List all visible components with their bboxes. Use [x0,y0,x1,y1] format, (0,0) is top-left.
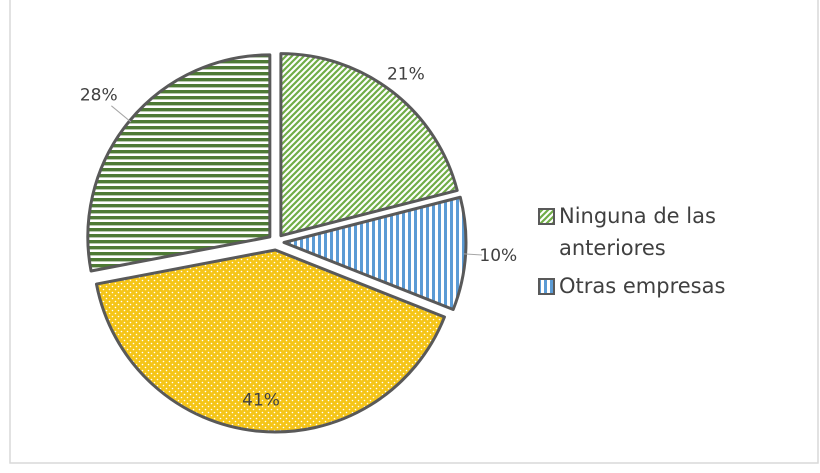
data-label: 10% [479,246,517,266]
chart-frame [9,0,819,464]
data-label: 28% [80,85,118,105]
legend-entry: Ninguna de las anteriores [538,200,778,264]
data-label: 41% [242,390,280,410]
pie-slice [94,248,446,434]
legend-swatch [538,208,555,225]
legend-label: Ninguna de las anteriores [559,204,716,260]
legend-label: Otras empresas [559,274,726,298]
pie-slice [279,52,459,238]
legend-swatch [538,278,555,295]
leader-line [463,253,483,256]
leader-line [111,105,132,123]
data-label: 21% [387,65,425,85]
legend-entry: Otras empresas [538,270,778,302]
